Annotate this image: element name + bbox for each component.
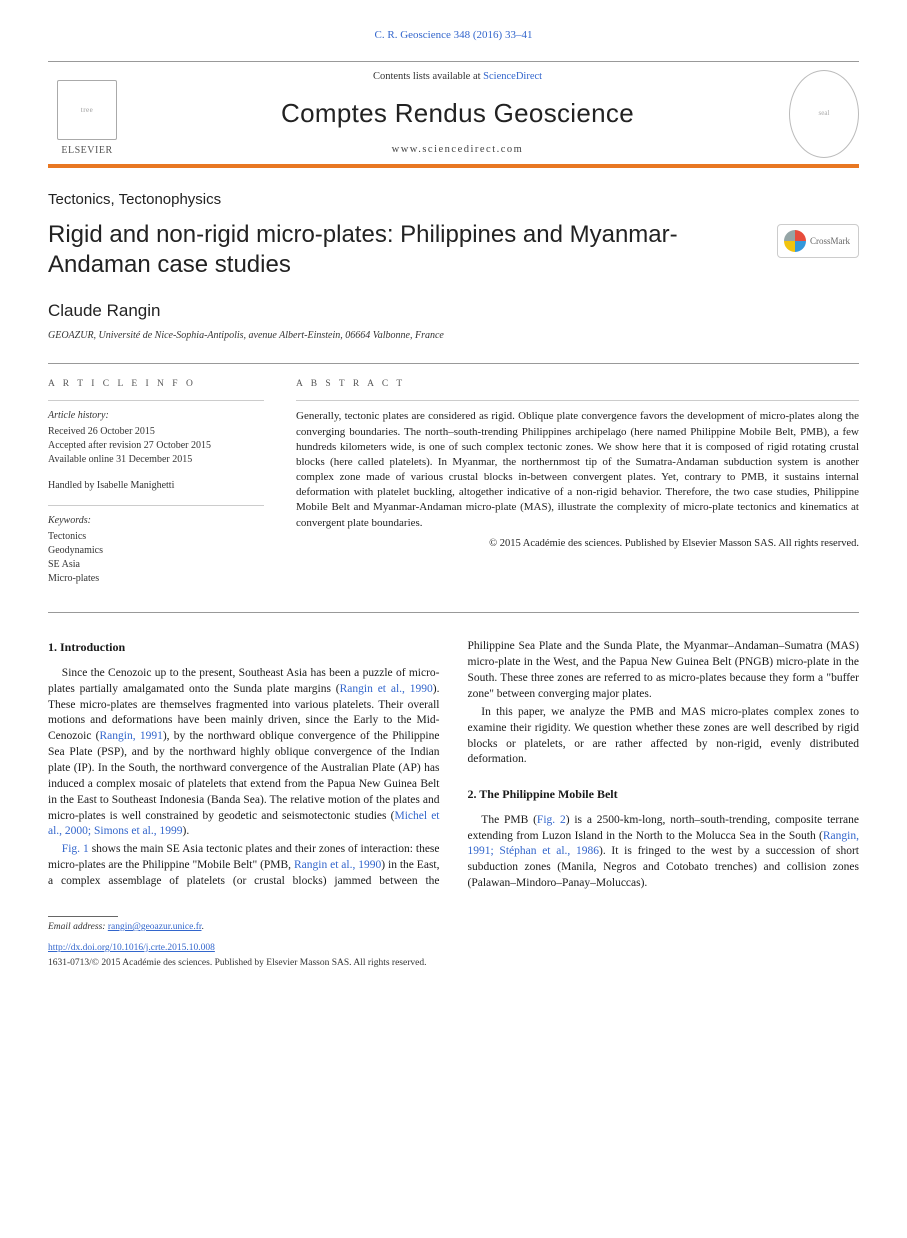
history-received: Received 26 October 2015 [48, 425, 264, 439]
journal-url[interactable]: www.sciencedirect.com [140, 143, 775, 157]
title-row: Rigid and non-rigid micro-plates: Philip… [48, 220, 859, 280]
email-label: Email address: [48, 922, 105, 932]
history-label: Article history: [48, 409, 264, 423]
citation-link[interactable]: Rangin et al., 1990 [340, 683, 433, 695]
contents-prefix: Contents lists available at [373, 71, 483, 82]
figure-link[interactable]: Fig. 1 [62, 843, 89, 855]
article-info-column: A R T I C L E I N F O Article history: R… [48, 378, 264, 599]
figure-link[interactable]: Fig. 2 [537, 814, 566, 826]
article-type: Tectonics, Tectonophysics [48, 190, 859, 210]
keyword: Micro-plates [48, 572, 264, 586]
section-2-head: 2. The Philippine Mobile Belt [468, 786, 860, 803]
page-footer: Email address: rangin@geoazur.unice.fr. … [48, 916, 859, 969]
keywords-label: Keywords: [48, 514, 264, 528]
section-1-head: 1. Introduction [48, 639, 440, 656]
author-affiliation: GEOAZUR, Université de Nice-Sophia-Antip… [48, 329, 859, 343]
intro-para-3: In this paper, we analyze the PMB and MA… [468, 705, 860, 768]
elsevier-label: ELSEVIER [61, 144, 112, 158]
abstract-copyright: © 2015 Académie des sciences. Published … [296, 537, 859, 551]
abstract-head: A B S T R A C T [296, 378, 859, 391]
history-online: Available online 31 December 2015 [48, 453, 264, 467]
academie-seal-icon: seal [789, 70, 859, 158]
abstract-text: Generally, tectonic plates are considere… [296, 409, 859, 530]
crossmark-icon [784, 230, 806, 252]
citation-link[interactable]: Rangin et al., 1990 [294, 859, 381, 871]
abstract-column: A B S T R A C T Generally, tectonic plat… [296, 378, 859, 599]
email-line: Email address: rangin@geoazur.unice.fr. [48, 921, 859, 934]
citation-link[interactable]: Rangin, 1991 [100, 730, 163, 742]
article-info-head: A R T I C L E I N F O [48, 378, 264, 391]
elsevier-tree-icon: tree [57, 80, 117, 140]
intro-para-1: Since the Cenozoic up to the present, So… [48, 666, 440, 840]
article-title: Rigid and non-rigid micro-plates: Philip… [48, 220, 757, 280]
keywords-block: Keywords: Tectonics Geodynamics SE Asia … [48, 514, 264, 586]
info-abstract-row: A R T I C L E I N F O Article history: R… [48, 378, 859, 599]
journal-masthead: tree ELSEVIER Contents lists available a… [48, 61, 859, 168]
author-email-link[interactable]: rangin@geoazur.unice.fr [108, 922, 202, 932]
section-2-para-1: The PMB (Fig. 2) is a 2500-km-long, nort… [468, 813, 860, 892]
doi-link[interactable]: http://dx.doi.org/10.1016/j.crte.2015.10… [48, 942, 859, 955]
footer-copyright: 1631-0713/© 2015 Académie des sciences. … [48, 957, 859, 970]
keyword: SE Asia [48, 558, 264, 572]
sciencedirect-link[interactable]: ScienceDirect [483, 71, 542, 82]
divider [48, 612, 859, 613]
divider [48, 363, 859, 364]
handled-by: Handled by Isabelle Manighetti [48, 479, 264, 493]
keyword: Tectonics [48, 530, 264, 544]
contents-available-line: Contents lists available at ScienceDirec… [140, 70, 775, 84]
crossmark-label: CrossMark [810, 235, 850, 247]
article-history: Article history: Received 26 October 201… [48, 409, 264, 467]
crossmark-badge[interactable]: CrossMark [777, 224, 859, 258]
masthead-center: Contents lists available at ScienceDirec… [140, 70, 775, 157]
article-body: 1. Introduction Since the Cenozoic up to… [48, 639, 859, 892]
journal-name: Comptes Rendus Geoscience [140, 96, 775, 131]
running-head: C. R. Geoscience 348 (2016) 33–41 [48, 28, 859, 43]
author-name: Claude Rangin [48, 300, 859, 323]
history-accepted: Accepted after revision 27 October 2015 [48, 439, 264, 453]
elsevier-logo: tree ELSEVIER [48, 70, 126, 158]
keyword: Geodynamics [48, 544, 264, 558]
